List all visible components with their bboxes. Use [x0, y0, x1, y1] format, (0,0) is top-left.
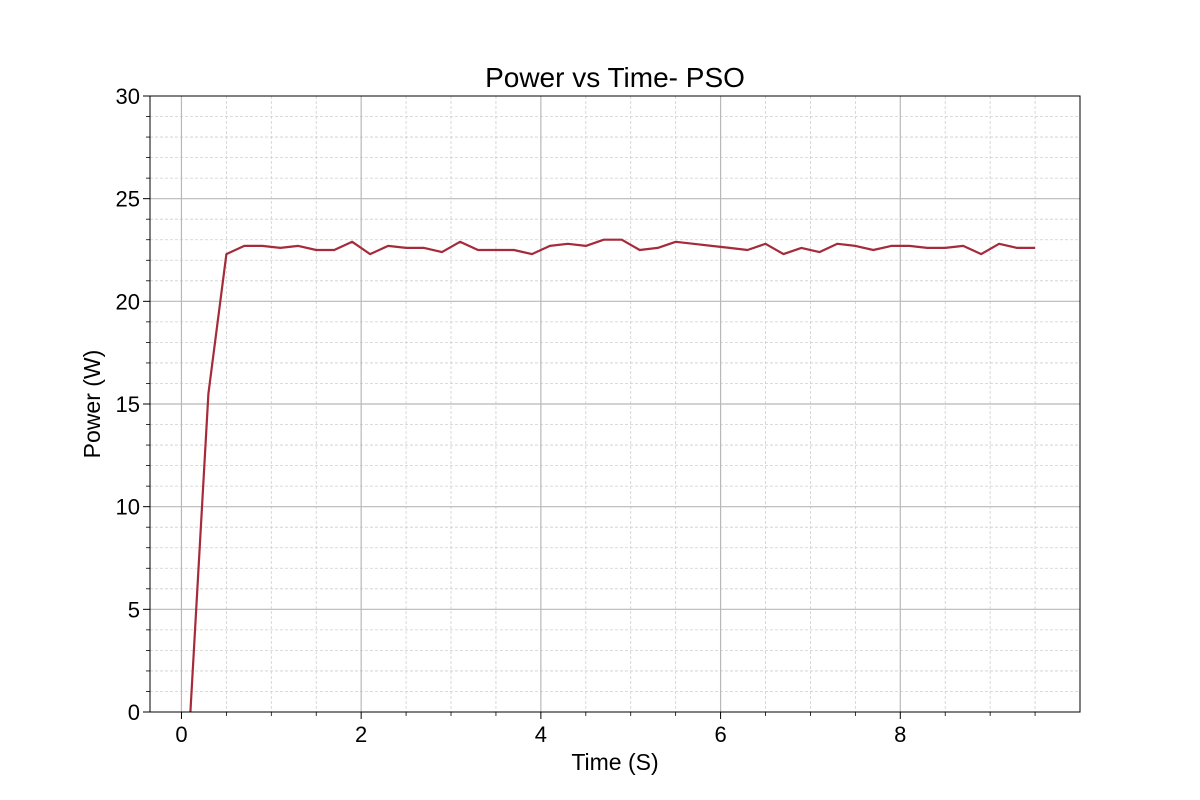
chart-title: Power vs Time- PSO	[485, 62, 745, 93]
y-tick-label: 30	[116, 84, 140, 109]
x-tick-label: 4	[535, 722, 547, 747]
series-layer	[189, 238, 1036, 713]
y-tick-label: 10	[116, 495, 140, 520]
y-axis-label: Power (W)	[79, 350, 105, 459]
major-grid	[150, 96, 1080, 712]
y-tick-label: 25	[116, 187, 140, 212]
y-tick-label: 5	[128, 597, 140, 622]
x-tick-label: 0	[175, 722, 187, 747]
x-axis-label: Time (S)	[571, 749, 658, 775]
power-series-line	[189, 238, 1036, 713]
x-tick-label: 8	[894, 722, 906, 747]
x-tick-label: 6	[714, 722, 726, 747]
axis-ticks	[143, 95, 1036, 719]
y-tick-label: 0	[128, 700, 140, 725]
tick-labels: 0 2 4 6 8 0 5 10 15 20 25 30	[116, 84, 907, 747]
x-tick-label: 2	[355, 722, 367, 747]
y-tick-label: 15	[116, 392, 140, 417]
y-tick-label: 20	[116, 289, 140, 314]
